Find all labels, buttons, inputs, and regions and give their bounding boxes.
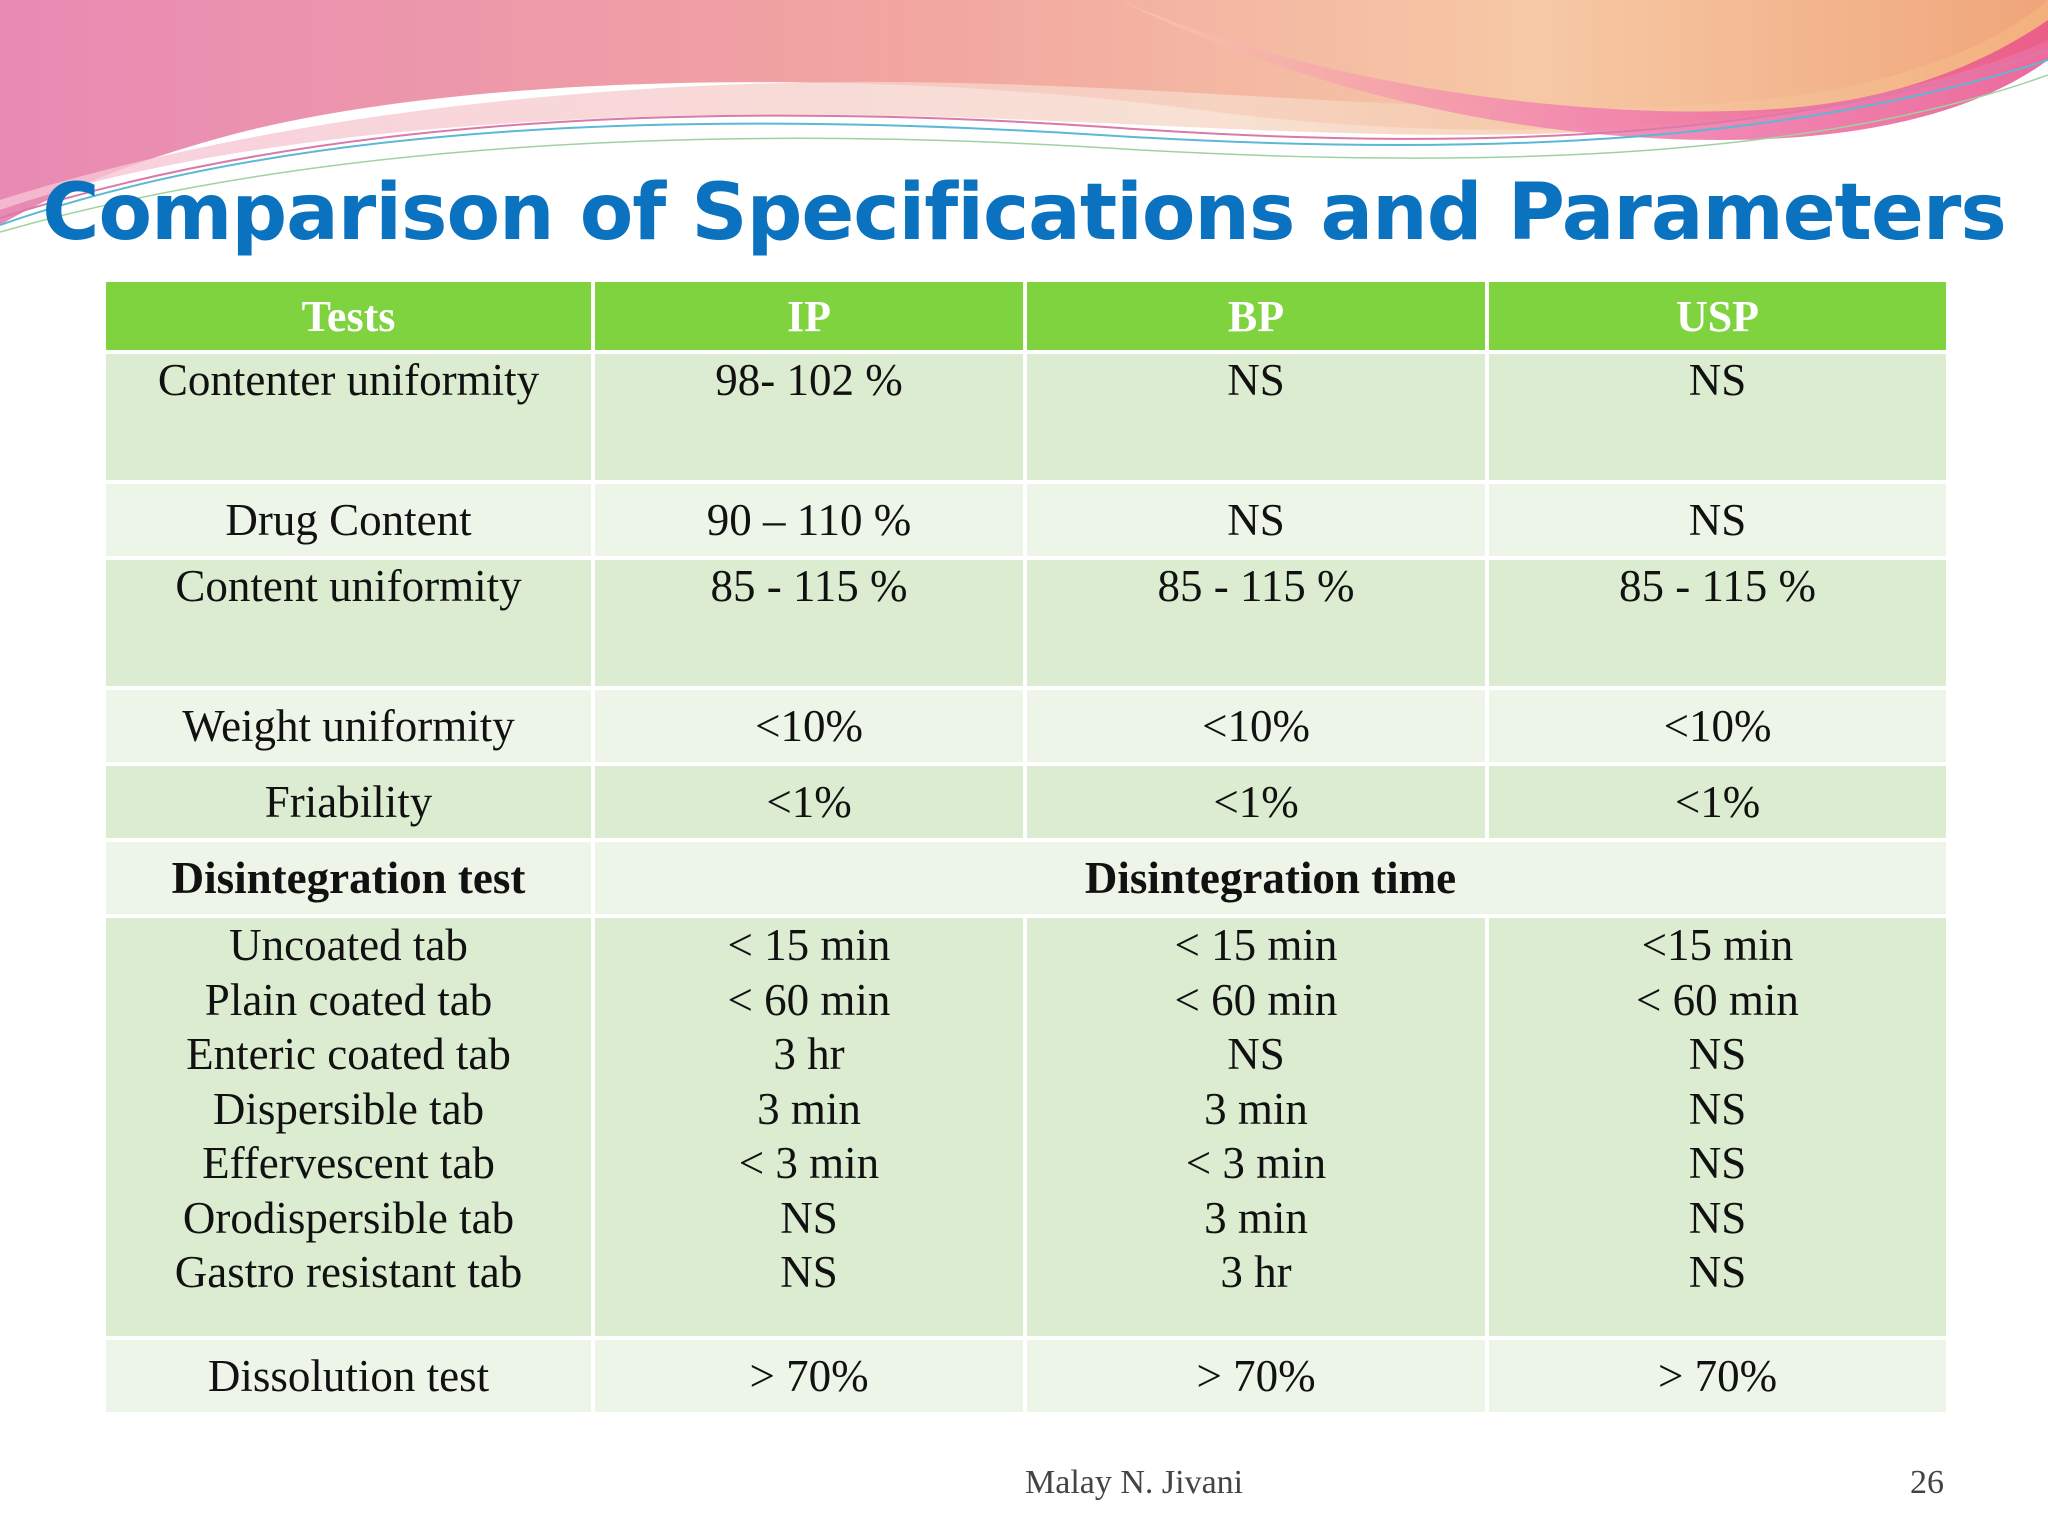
bp-value-cell: NS	[1027, 354, 1485, 480]
list-item: Dispersible tab	[212, 1083, 485, 1134]
list-item: 3 min	[1204, 1083, 1308, 1134]
list-item: Plain coated tab	[204, 974, 493, 1025]
disintegration-header-row: Disintegration test Disintegration time	[106, 842, 1946, 914]
list-item: 3 min	[1204, 1192, 1308, 1243]
usp-value-cell: <1%	[1489, 766, 1946, 838]
page-number: 26	[1910, 1464, 1944, 1501]
table-row: Contenter uniformity 98- 102 % NS NS	[106, 354, 1946, 480]
usp-value-cell: <10%	[1489, 690, 1946, 762]
list-item: NS	[1688, 1083, 1747, 1134]
ip-value-cell: <1%	[595, 766, 1023, 838]
list-item: < 15 min	[727, 920, 891, 970]
list-item: NS	[780, 1247, 838, 1297]
list-item: Uncoated tab	[229, 920, 468, 970]
list-item: 3 hr	[773, 1029, 845, 1079]
disintegration-time-label: Disintegration time	[595, 842, 1946, 914]
decorative-wave-banner	[0, 0, 2048, 233]
disintegration-values-row: Uncoated tab Plain coated tab Enteric co…	[106, 918, 1946, 1336]
list-item: < 15 min	[1174, 920, 1338, 970]
table-header-row: Tests IP BP USP	[106, 282, 1946, 350]
disintegration-ip-cell: < 15 min < 60 min 3 hr 3 min < 3 min NS …	[595, 918, 1023, 1336]
bp-value-cell: <10%	[1027, 690, 1485, 762]
test-name-cell: Dissolution test	[106, 1340, 591, 1412]
list-item: < 3 min	[738, 1138, 880, 1188]
list-item: NS	[1227, 1029, 1285, 1079]
usp-value-cell: NS	[1489, 354, 1946, 480]
disintegration-bp-cell: < 15 min < 60 min NS 3 min < 3 min 3 min…	[1027, 918, 1485, 1336]
test-name-cell: Weight uniformity	[106, 690, 591, 762]
ip-value-cell: 90 – 110 %	[595, 484, 1023, 556]
ip-value-cell: > 70%	[595, 1340, 1023, 1412]
column-header-tests: Tests	[106, 282, 591, 350]
disintegration-tests-cell: Uncoated tab Plain coated tab Enteric co…	[106, 918, 591, 1336]
column-header-ip: IP	[595, 282, 1023, 350]
list-item: Enteric coated tab	[186, 1029, 511, 1079]
list-item: NS	[780, 1192, 838, 1243]
bp-value-cell: <1%	[1027, 766, 1485, 838]
table-row: Weight uniformity <10% <10% <10%	[106, 690, 1946, 762]
list-item: Orodispersible tab	[182, 1192, 515, 1243]
ip-value-cell: <10%	[595, 690, 1023, 762]
usp-value-cell: NS	[1489, 484, 1946, 556]
list-item: < 60 min	[727, 974, 891, 1025]
test-name-cell: Contenter uniformity	[106, 354, 591, 480]
footer-author: Malay N. Jivani	[1025, 1464, 1244, 1501]
table-row: Friability <1% <1% <1%	[106, 766, 1946, 838]
list-item: Effervescent tab	[202, 1138, 495, 1188]
bp-value-cell: > 70%	[1027, 1340, 1485, 1412]
list-item: <15 min	[1641, 920, 1794, 970]
list-item: NS	[1688, 1192, 1747, 1243]
list-item: 3 hr	[1220, 1247, 1292, 1297]
test-name-cell: Friability	[106, 766, 591, 838]
list-item: 3 min	[757, 1083, 861, 1134]
usp-value-cell: 85 - 115 %	[1489, 560, 1946, 686]
bp-value-cell: NS	[1027, 484, 1485, 556]
ip-value-cell: 85 - 115 %	[595, 560, 1023, 686]
bp-value-cell: 85 - 115 %	[1027, 560, 1485, 686]
page-title: Comparison of Specifications and Paramet…	[42, 168, 2007, 258]
usp-value-cell: > 70%	[1489, 1340, 1946, 1412]
specifications-table: Tests IP BP USP Contenter uniformity 98-…	[102, 278, 1950, 1416]
disintegration-usp-cell: <15 min < 60 min NS NS NS NS NS	[1489, 918, 1946, 1336]
list-item: Gastro resistant tab	[174, 1247, 523, 1297]
list-item: NS	[1688, 1029, 1747, 1079]
test-name-cell: Drug Content	[106, 484, 591, 556]
table-row: Drug Content 90 – 110 % NS NS	[106, 484, 1946, 556]
column-header-bp: BP	[1027, 282, 1485, 350]
list-item: NS	[1688, 1138, 1747, 1188]
list-item: < 60 min	[1174, 974, 1338, 1025]
test-name-cell: Content uniformity	[106, 560, 591, 686]
list-item: < 60 min	[1636, 974, 1799, 1025]
disintegration-test-label: Disintegration test	[106, 842, 591, 914]
ip-value-cell: 98- 102 %	[595, 354, 1023, 480]
table-row: Dissolution test > 70% > 70% > 70%	[106, 1340, 1946, 1412]
list-item: NS	[1688, 1247, 1747, 1297]
column-header-usp: USP	[1489, 282, 1946, 350]
list-item: < 3 min	[1185, 1138, 1327, 1188]
table-row: Content uniformity 85 - 115 % 85 - 115 %…	[106, 560, 1946, 686]
